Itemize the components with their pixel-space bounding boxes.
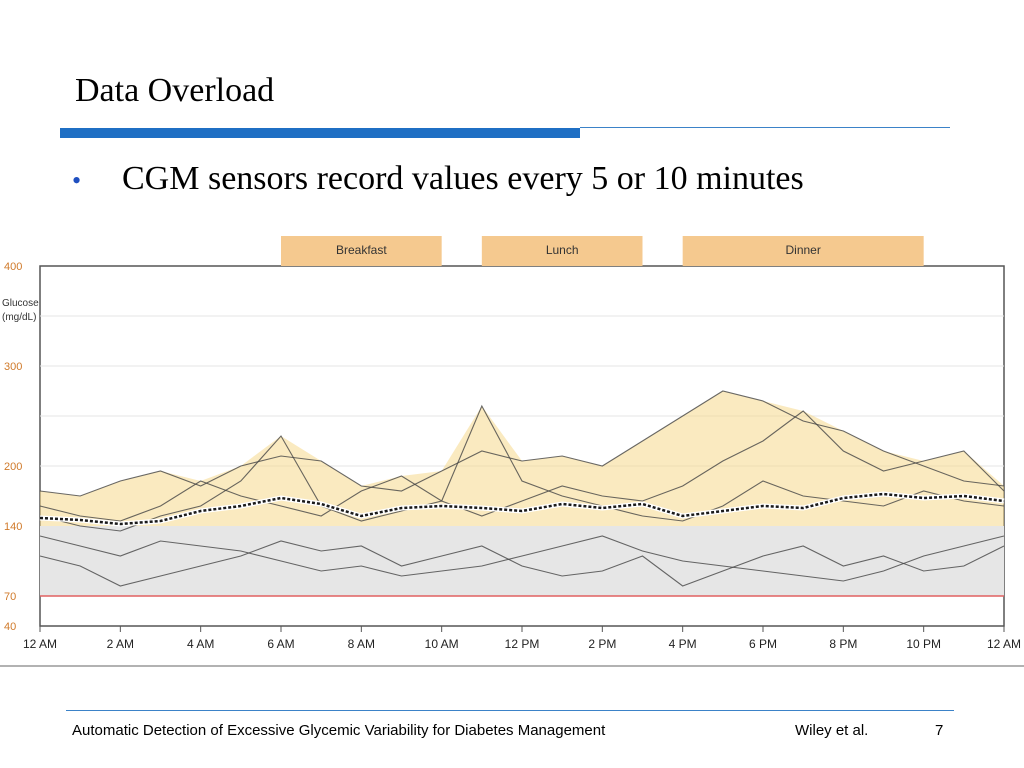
y-tick-label: 140 [4,521,22,533]
x-tick-label: 12 AM [987,637,1021,651]
footer-author: Wiley et al. [795,722,869,739]
slide-title: Data Overload [75,72,275,109]
target-range-band [40,526,1004,596]
y-tick-label: 40 [4,621,16,633]
x-tick-label: 12 PM [505,637,540,651]
x-tick-label: 4 AM [187,637,214,651]
x-tick-label: 8 AM [348,637,375,651]
y-tick-label: 400 [4,261,22,273]
meal-label: Breakfast [336,243,387,257]
x-tick-label: 2 PM [588,637,616,651]
series-line-1 [39,390,1005,497]
x-tick-label: 4 PM [669,637,697,651]
y-tick-label: 300 [4,361,22,373]
y-tick-label: 200 [4,461,22,473]
page-number: 7 [935,722,944,739]
x-tick-label: 6 PM [749,637,777,651]
bullet-item: • CGM sensors record values every 5 or 1… [72,160,804,198]
series-line-3 [39,535,1005,582]
x-tick-label: 6 AM [267,637,294,651]
x-tick-label: 8 PM [829,637,857,651]
bullet-dot-icon: • [72,166,82,195]
footer-divider [66,710,954,711]
title-underline-thick [60,128,580,138]
x-tick-label: 2 AM [107,637,134,651]
meal-band [281,236,442,266]
y-tick-label: 70 [4,591,16,603]
x-tick-label: 10 PM [906,637,941,651]
y-axis-label: Glucose (mg/dL) [2,298,39,323]
footer-title: Automatic Detection of Excessive Glycemi… [72,722,606,739]
series-line-2 [39,410,1005,522]
bullet-text: CGM sensors record values every 5 or 10 … [122,160,804,197]
high-envelope-area [40,391,1004,526]
title-underline-thin [580,127,950,128]
meal-band [682,236,924,266]
series-line-5 [39,540,1005,587]
series-line-4 [39,404,1005,532]
glucose-chart-svg: Breakfast Lunch Dinner 400 300 200 140 70 40 Gluc… [0,236,1024,667]
meal-label: Lunch [546,243,579,257]
meal-label: Dinner [785,243,820,257]
x-tick-label: 10 AM [425,637,459,651]
median-line [39,492,1005,526]
x-tick-label: 12 AM [23,637,57,651]
meal-band [481,236,643,266]
glucose-chart: Breakfast Lunch Dinner 400 300 200 140 70 40 Gluc… [0,236,1024,668]
